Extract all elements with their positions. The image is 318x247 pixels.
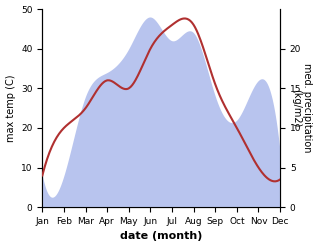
X-axis label: date (month): date (month) <box>120 231 203 242</box>
Y-axis label: med. precipitation
(kg/m2): med. precipitation (kg/m2) <box>291 63 313 153</box>
Y-axis label: max temp (C): max temp (C) <box>5 74 16 142</box>
